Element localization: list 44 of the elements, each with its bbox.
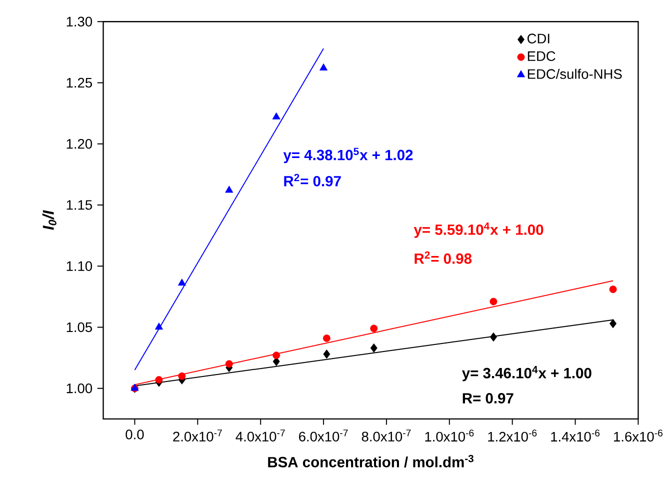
point	[609, 286, 617, 294]
point	[370, 324, 378, 332]
y-tick-label: 1.20	[66, 139, 92, 149]
point	[272, 112, 280, 120]
annotation: y= 5.59.10$^{4}$x + 1.00	[414, 222, 544, 238]
point	[323, 350, 330, 359]
y-tick-label: 1.05	[66, 322, 92, 332]
x-tick-label: 6.0x10$^{-7}$	[299, 430, 348, 442]
x-tick-label: 4.0x10$^{-7}$	[236, 430, 285, 442]
y-tick-label: 1.10	[66, 261, 92, 272]
point	[490, 298, 498, 306]
point	[155, 376, 163, 384]
point	[272, 352, 280, 360]
legend-label: EDC	[528, 51, 556, 62]
legend-label: CDI	[528, 34, 550, 44]
x-tick-label: 2.0x10$^{-7}$	[173, 430, 222, 442]
y-tick-label: 1.30	[66, 16, 92, 27]
y-tick-label: 1.00	[66, 384, 92, 394]
annotation: y= 4.38.10$^{5}$x + 1.02	[283, 148, 413, 164]
point	[225, 360, 233, 368]
point	[178, 372, 186, 380]
x-tick-label: 8.0x10$^{-7}$	[362, 430, 411, 442]
annotation: R$^{2}$= 0.98	[414, 251, 472, 264]
point	[178, 278, 186, 286]
point	[154, 322, 163, 330]
legend-label: EDC/sulfo-NHS	[528, 68, 622, 80]
x-tick-label: 1.0x10$^{-6}$	[425, 430, 474, 442]
point	[370, 344, 378, 353]
y-tick-label: 1.25	[66, 78, 92, 88]
annotation: R$^{2}$= 0.97	[284, 174, 341, 186]
x-tick-label: 1.4x10$^{-6}$	[551, 430, 600, 442]
x-tick-label: 0.0	[126, 430, 144, 440]
point	[322, 334, 330, 342]
point	[225, 186, 234, 193]
point	[320, 64, 328, 71]
y-tick-label: 1.15	[66, 200, 92, 210]
x-tick-label: 1.6x10$^{-6}$	[614, 430, 662, 442]
point	[490, 332, 497, 342]
point	[610, 319, 617, 328]
annotation: R= 0.97	[462, 393, 514, 404]
x-axis-title: BSA concentration / mol.dm$^{-3}$	[268, 454, 474, 468]
y-axis-title: I$_{0}$/I	[42, 210, 56, 230]
x-tick-label: 1.2x10$^{-6}$	[488, 430, 537, 442]
annotation: y= 3.46.10$^{4}$x + 1.00	[462, 366, 592, 382]
